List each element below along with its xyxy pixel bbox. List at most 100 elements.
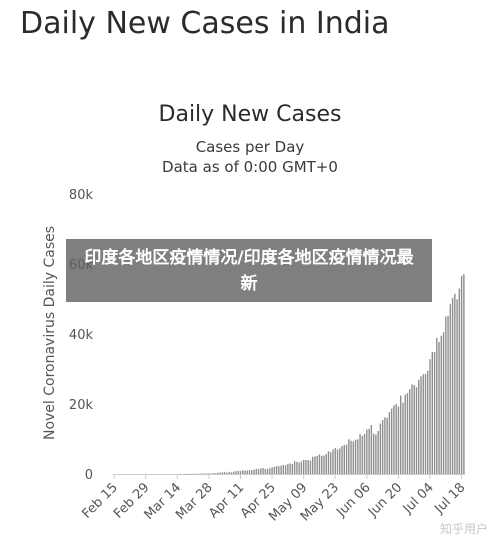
bar [298, 462, 300, 474]
y-axis-ticks: 020k40k60k80k [69, 188, 94, 483]
bar [384, 417, 386, 474]
bar [305, 460, 307, 474]
bar [420, 376, 422, 474]
bar [287, 463, 289, 474]
bar [357, 439, 359, 474]
y-axis-label: Novel Coronavirus Daily Cases [42, 226, 58, 440]
bar [253, 469, 255, 474]
bar [334, 448, 336, 474]
bar [223, 472, 226, 474]
bar [221, 472, 224, 474]
bar [442, 332, 445, 474]
y-tick-label: 20k [69, 398, 94, 413]
bar [237, 470, 239, 474]
bars-group [178, 274, 465, 475]
chart-subtitle-cases-per-day: Cases per Day [196, 138, 305, 156]
bar [336, 449, 339, 474]
bar [316, 455, 318, 474]
bar [415, 387, 418, 474]
bar [264, 469, 267, 474]
bar [463, 274, 465, 474]
bar [260, 468, 262, 474]
bar [208, 473, 210, 474]
bar [359, 434, 361, 474]
bar [460, 275, 463, 474]
bar [330, 452, 332, 474]
bar [368, 428, 370, 474]
x-tick-label: Jul 04 [400, 480, 437, 517]
bar [350, 440, 352, 474]
bar [433, 352, 436, 474]
bar [413, 385, 415, 474]
bar [217, 472, 219, 474]
x-tick-label: Jun 06 [333, 480, 373, 520]
bar [381, 420, 384, 474]
bar [393, 405, 395, 474]
bar [402, 402, 404, 474]
bar [257, 469, 260, 474]
bar [282, 464, 285, 474]
bar [447, 315, 449, 474]
bar [454, 293, 456, 474]
bar [226, 472, 228, 474]
bar [266, 468, 269, 474]
bar [178, 473, 181, 475]
bar [273, 467, 276, 474]
bar [431, 351, 433, 474]
bar [388, 412, 391, 474]
bar [438, 342, 440, 474]
watermark-text: 知乎用户 [439, 522, 488, 536]
bar [291, 463, 294, 474]
bar [345, 444, 348, 474]
bar [341, 446, 343, 474]
bar [242, 470, 244, 474]
bar [199, 473, 201, 475]
bar [235, 471, 237, 474]
bar [456, 299, 458, 474]
x-tick-label: Jul 18 [431, 480, 468, 517]
overlay-banner-text: 印度各地区疫情情况/印度各地区疫情情况最新 [84, 247, 414, 294]
bar [445, 316, 447, 474]
page-heading: Daily New Cases in India [20, 6, 390, 41]
chart-title: Daily New Cases [159, 102, 342, 127]
bar [318, 454, 321, 474]
bar [239, 470, 242, 474]
bar [296, 461, 298, 474]
bar [205, 473, 208, 475]
bar [214, 473, 217, 474]
bar [424, 373, 427, 474]
chart-subtitle-data-as-of: Data as of 0:00 GMT+0 [162, 158, 338, 176]
overlay-banner: 印度各地区疫情情况/印度各地区疫情情况最新 [66, 239, 432, 302]
bar [233, 471, 235, 474]
bar [302, 460, 305, 474]
bar [309, 460, 312, 474]
bar [348, 439, 350, 474]
bar [395, 404, 397, 474]
bar [327, 451, 330, 474]
bar [354, 439, 357, 474]
bar [284, 465, 287, 474]
bar [246, 470, 248, 474]
bar [201, 473, 203, 475]
bar [275, 465, 278, 474]
bar [332, 449, 334, 474]
y-tick-label: 40k [69, 328, 94, 343]
bar [311, 456, 314, 474]
bar [379, 423, 382, 474]
bar [397, 406, 400, 474]
bar [361, 435, 364, 474]
bar [375, 434, 377, 474]
x-tick-label: Jun 20 [365, 480, 405, 520]
bar [427, 370, 429, 474]
bar [190, 473, 192, 475]
bar [343, 444, 345, 474]
bar [411, 384, 413, 474]
bar [255, 468, 257, 474]
bar [280, 465, 282, 474]
bar [377, 430, 379, 474]
bar [458, 288, 461, 474]
bar [212, 472, 215, 474]
bar [372, 433, 375, 474]
bar [440, 335, 443, 474]
